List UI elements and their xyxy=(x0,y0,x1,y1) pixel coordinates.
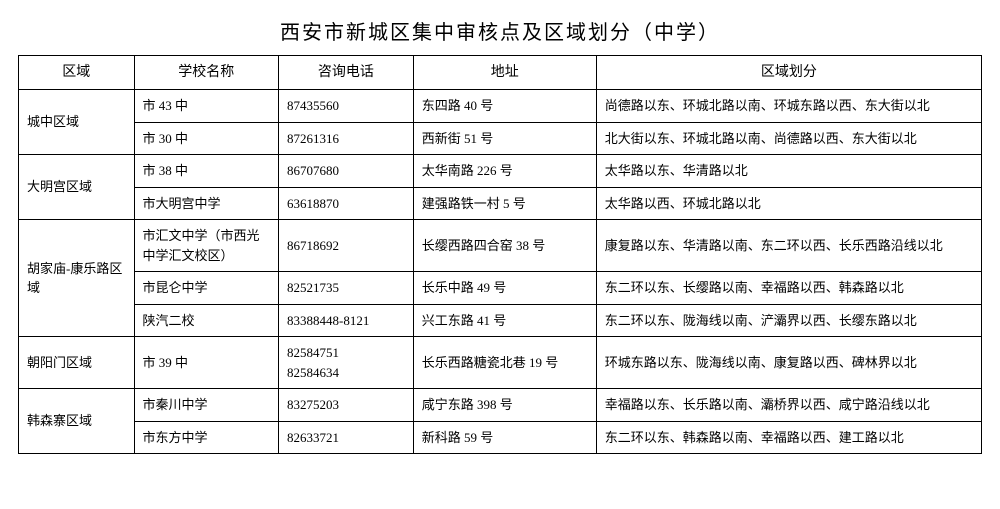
cell-area: 幸福路以东、长乐路以南、灞桥界以西、咸宁路沿线以北 xyxy=(596,389,981,422)
cell-area: 东二环以东、韩森路以南、幸福路以西、建工路以北 xyxy=(596,421,981,454)
page-title: 西安市新城区集中审核点及区域划分（中学） xyxy=(18,16,982,45)
cell-phone: 87261316 xyxy=(278,122,413,155)
table-row: 市昆仑中学82521735长乐中路 49 号东二环以东、长缨路以南、幸福路以西、… xyxy=(19,272,982,305)
table-row: 朝阳门区域市 39 中8258475182584634长乐西路糖瓷北巷 19 号… xyxy=(19,337,982,389)
cell-school: 市大明宫中学 xyxy=(134,187,278,220)
cell-phone: 86718692 xyxy=(278,220,413,272)
cell-area: 环城东路以东、陇海线以南、康复路以西、碑林界以北 xyxy=(596,337,981,389)
header-phone: 咨询电话 xyxy=(278,56,413,90)
cell-school: 市 38 中 xyxy=(134,155,278,188)
cell-region: 胡家庙-康乐路区域 xyxy=(19,220,135,337)
cell-area: 康复路以东、华清路以南、东二环以西、长乐西路沿线以北 xyxy=(596,220,981,272)
cell-school: 市东方中学 xyxy=(134,421,278,454)
table-row: 大明宫区域市 38 中86707680太华南路 226 号太华路以东、华清路以北 xyxy=(19,155,982,188)
cell-address: 长缨西路四合窑 38 号 xyxy=(413,220,596,272)
cell-address: 咸宁东路 398 号 xyxy=(413,389,596,422)
cell-phone: 82633721 xyxy=(278,421,413,454)
table-row: 市 30 中87261316西新街 51 号北大街以东、环城北路以南、尚德路以西… xyxy=(19,122,982,155)
cell-address: 兴工东路 41 号 xyxy=(413,304,596,337)
cell-school: 市秦川中学 xyxy=(134,389,278,422)
cell-school: 市 39 中 xyxy=(134,337,278,389)
cell-phone: 82521735 xyxy=(278,272,413,305)
cell-area: 太华路以西、环城北路以北 xyxy=(596,187,981,220)
table-row: 城中区域市 43 中87435560东四路 40 号尚德路以东、环城北路以南、环… xyxy=(19,90,982,123)
header-region: 区域 xyxy=(19,56,135,90)
table-row: 胡家庙-康乐路区域市汇文中学（市西光中学汇文校区）86718692长缨西路四合窑… xyxy=(19,220,982,272)
cell-school: 陕汽二校 xyxy=(134,304,278,337)
cell-phone: 8258475182584634 xyxy=(278,337,413,389)
cell-area: 太华路以东、华清路以北 xyxy=(596,155,981,188)
cell-school: 市汇文中学（市西光中学汇文校区） xyxy=(134,220,278,272)
cell-phone: 86707680 xyxy=(278,155,413,188)
table-row: 陕汽二校83388448-8121兴工东路 41 号东二环以东、陇海线以南、浐灞… xyxy=(19,304,982,337)
cell-area: 东二环以东、长缨路以南、幸福路以西、韩森路以北 xyxy=(596,272,981,305)
cell-region: 朝阳门区域 xyxy=(19,337,135,389)
table-row: 市大明宫中学63618870建强路铁一村 5 号太华路以西、环城北路以北 xyxy=(19,187,982,220)
cell-region: 城中区域 xyxy=(19,90,135,155)
cell-address: 长乐中路 49 号 xyxy=(413,272,596,305)
header-school: 学校名称 xyxy=(134,56,278,90)
cell-region: 韩森寨区域 xyxy=(19,389,135,454)
cell-address: 建强路铁一村 5 号 xyxy=(413,187,596,220)
table-header-row: 区域 学校名称 咨询电话 地址 区域划分 xyxy=(19,56,982,90)
school-table: 区域 学校名称 咨询电话 地址 区域划分 城中区域市 43 中87435560东… xyxy=(18,55,982,454)
cell-phone: 63618870 xyxy=(278,187,413,220)
cell-region: 大明宫区域 xyxy=(19,155,135,220)
cell-phone: 83275203 xyxy=(278,389,413,422)
cell-address: 新科路 59 号 xyxy=(413,421,596,454)
cell-school: 市昆仑中学 xyxy=(134,272,278,305)
cell-area: 东二环以东、陇海线以南、浐灞界以西、长缨东路以北 xyxy=(596,304,981,337)
cell-area: 尚德路以东、环城北路以南、环城东路以西、东大街以北 xyxy=(596,90,981,123)
cell-school: 市 43 中 xyxy=(134,90,278,123)
cell-phone: 87435560 xyxy=(278,90,413,123)
cell-area: 北大街以东、环城北路以南、尚德路以西、东大街以北 xyxy=(596,122,981,155)
table-row: 韩森寨区域市秦川中学83275203咸宁东路 398 号幸福路以东、长乐路以南、… xyxy=(19,389,982,422)
cell-address: 太华南路 226 号 xyxy=(413,155,596,188)
header-area: 区域划分 xyxy=(596,56,981,90)
cell-address: 西新街 51 号 xyxy=(413,122,596,155)
cell-address: 长乐西路糖瓷北巷 19 号 xyxy=(413,337,596,389)
cell-school: 市 30 中 xyxy=(134,122,278,155)
cell-phone: 83388448-8121 xyxy=(278,304,413,337)
header-address: 地址 xyxy=(413,56,596,90)
cell-address: 东四路 40 号 xyxy=(413,90,596,123)
table-row: 市东方中学82633721新科路 59 号东二环以东、韩森路以南、幸福路以西、建… xyxy=(19,421,982,454)
